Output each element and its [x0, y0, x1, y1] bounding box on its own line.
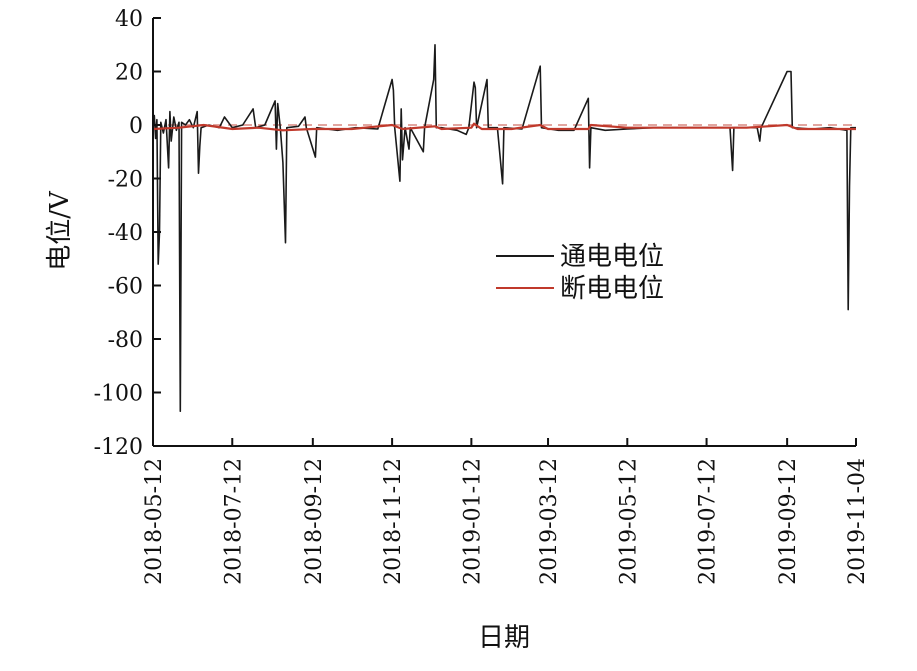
y-tick-label: -60 [108, 275, 143, 300]
series-group [152, 43, 856, 413]
x-tick-label: 2019-01-12 [460, 458, 485, 585]
y-tick-label: -80 [108, 328, 143, 353]
x-tick-label: 2018-05-12 [142, 458, 167, 585]
x-ticks-group: 2018-05-12 2018-07-12 2018-09-12 2018-11-12… [142, 438, 870, 585]
y-tick-label: 40 [115, 7, 143, 32]
x-axis-title: 日期 [478, 623, 530, 653]
y-tick-label: -40 [108, 221, 143, 246]
x-tick-label: 2019-11-04 [845, 458, 870, 585]
x-tick-label: 2018-11-12 [381, 458, 406, 585]
x-tick-label: 2019-09-12 [776, 458, 801, 585]
series-line-off-potential [152, 122, 856, 132]
y-ticks-group: 40 20 0 -20 -40 -60 -80 -100 -120 [94, 7, 161, 460]
legend-label-on-potential: 通电电位 [560, 242, 664, 272]
y-tick-label: 0 [129, 114, 143, 139]
legend: 通电电位 断电电位 [496, 242, 664, 304]
y-tick-label: 20 [115, 61, 143, 86]
x-tick-label: 2019-05-12 [616, 458, 641, 585]
x-tick-label: 2018-09-12 [302, 458, 327, 585]
y-tick-label: -100 [94, 382, 143, 407]
x-tick-label: 2019-07-12 [696, 458, 721, 585]
y-axis-title: 电位/V [45, 190, 75, 271]
x-tick-label: 2019-03-12 [537, 458, 562, 585]
y-tick-label: -20 [108, 168, 143, 193]
y-tick-label: -120 [94, 435, 143, 460]
x-tick-label: 2018-07-12 [221, 458, 246, 585]
legend-label-off-potential: 断电电位 [560, 274, 664, 304]
